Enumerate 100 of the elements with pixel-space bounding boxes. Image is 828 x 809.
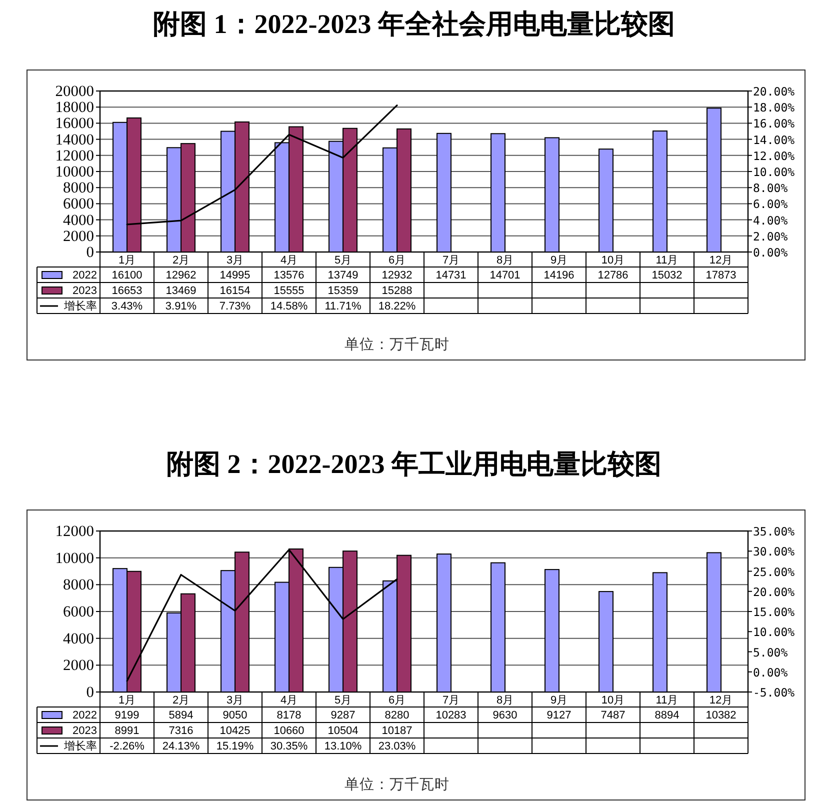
legend-label: 2023: [72, 285, 97, 297]
x-tick-label: 3月: [226, 694, 244, 706]
y-tick-label: 4000: [63, 212, 94, 229]
y-tick-label: 10000: [55, 550, 94, 567]
data-label: 7487: [600, 710, 626, 722]
legend-label: 2023: [72, 725, 97, 737]
y-tick-label: 6000: [63, 604, 94, 620]
y2-tick-label: 15.00%: [753, 605, 795, 619]
y-tick-label: 16000: [55, 115, 94, 132]
data-label: 12786: [598, 270, 628, 282]
data-label: 30.35%: [270, 740, 308, 752]
legend-label: 增长率: [63, 300, 97, 312]
y2-tick-label: -5.00%: [753, 686, 795, 700]
x-tick-label: 9月: [550, 254, 568, 266]
y2-tick-label: 14.00%: [753, 132, 795, 147]
x-tick-label: 12月: [709, 694, 733, 706]
data-label: 16653: [112, 285, 142, 297]
chart-title: 附图 1：2022-2023 年全社会用电电量比较图: [153, 9, 675, 39]
y2-tick-label: 10.00%: [753, 165, 795, 179]
x-tick-label: 11月: [656, 694, 678, 706]
legend-label: 2022: [72, 270, 97, 282]
data-label: 18.22%: [378, 300, 416, 312]
y2-tick-label: 2.00%: [753, 229, 788, 244]
data-label: 15288: [382, 285, 412, 297]
y2-tick-label: 0.00%: [753, 246, 788, 260]
data-label: 15555: [274, 285, 304, 297]
y2-tick-label: 35.00%: [753, 524, 795, 538]
data-label: 8894: [654, 710, 680, 722]
data-label: 23.03%: [378, 740, 416, 752]
y-tick-label: 0: [86, 684, 94, 701]
data-label: -2.26%: [110, 740, 145, 752]
x-tick-label: 4月: [280, 254, 298, 266]
data-label: 8280: [384, 710, 410, 722]
y-tick-label: 0: [86, 244, 94, 261]
data-label: 15032: [652, 270, 682, 282]
data-label: 14731: [436, 270, 466, 282]
y-tick-label: 8000: [63, 180, 94, 197]
data-label: 13469: [166, 285, 196, 297]
data-label: 17873: [706, 270, 736, 282]
x-tick-label: 7月: [442, 254, 460, 266]
data-label: 7.73%: [219, 300, 251, 312]
y2-tick-label: 20.00%: [753, 584, 795, 599]
data-label: 11.71%: [324, 300, 362, 312]
y-tick-label: 10000: [55, 164, 94, 180]
y-tick-label: 8000: [63, 576, 94, 594]
y2-tick-label: 0.00%: [753, 665, 788, 680]
y2-tick-label: 16.00%: [753, 116, 795, 131]
data-label: 13576: [274, 270, 304, 282]
text: 单位：万千瓦时: [344, 336, 450, 353]
x-tick-label: 6月: [388, 254, 406, 266]
x-tick-label: 1月: [118, 694, 136, 706]
x-tick-label: 8月: [496, 694, 514, 706]
x-tick-label: 8月: [496, 254, 514, 266]
y2-tick-label: 30.00%: [753, 544, 795, 559]
data-label: 10382: [706, 710, 736, 722]
data-label: 9127: [546, 710, 572, 722]
x-tick-label: 5月: [334, 254, 352, 266]
y2-tick-label: 4.00%: [753, 213, 788, 228]
y-tick-label: 18000: [55, 99, 94, 116]
data-label: 10504: [328, 725, 358, 737]
x-tick-label: 3月: [226, 254, 244, 266]
data-label: 10283: [436, 710, 466, 722]
data-label: 8178: [276, 710, 302, 722]
data-label: 10425: [220, 725, 250, 737]
x-tick-label: 1月: [118, 254, 136, 266]
data-label: 10660: [274, 725, 304, 737]
x-tick-label: 2月: [172, 694, 190, 706]
y-tick-label: 12000: [55, 523, 94, 540]
data-label: 12962: [166, 270, 196, 282]
y2-tick-label: 6.00%: [753, 197, 788, 212]
y2-tick-label: 12.00%: [753, 148, 795, 163]
x-tick-label: 4月: [280, 694, 298, 706]
data-label: 15.19%: [216, 740, 254, 752]
data-label: 8991: [114, 725, 140, 737]
data-label: 13.10%: [324, 740, 362, 752]
y-tick-label: 2000: [63, 657, 94, 674]
data-label: 24.13%: [162, 740, 200, 752]
data-label: 15359: [328, 285, 358, 297]
y-tick-label: 2000: [63, 228, 94, 245]
data-label: 14.58%: [270, 300, 308, 312]
y-tick-label: 6000: [63, 196, 94, 213]
data-label: 5894: [168, 710, 194, 722]
data-label: 14701: [490, 270, 520, 282]
data-label: 7316: [168, 725, 194, 737]
x-tick-label: 2月: [172, 254, 190, 266]
x-tick-label: 9月: [550, 694, 568, 706]
x-tick-label: 12月: [709, 254, 733, 266]
data-label: 9050: [222, 710, 248, 722]
y2-tick-label: 20.00%: [753, 84, 795, 98]
x-tick-label: 10月: [601, 694, 625, 706]
legend-label: 2022: [72, 710, 97, 722]
data-label: 9199: [114, 710, 140, 722]
y-tick-label: 12000: [55, 147, 94, 164]
data-label: 16100: [112, 270, 142, 282]
x-tick-label: 5月: [334, 694, 352, 706]
data-label: 9630: [492, 710, 518, 722]
legend-label: 增长率: [63, 740, 97, 752]
y2-tick-label: 5.00%: [753, 645, 788, 660]
chart-title: 附图 2：2022-2023 年工业用电电量比较图: [166, 449, 662, 479]
data-label: 12932: [382, 270, 412, 282]
